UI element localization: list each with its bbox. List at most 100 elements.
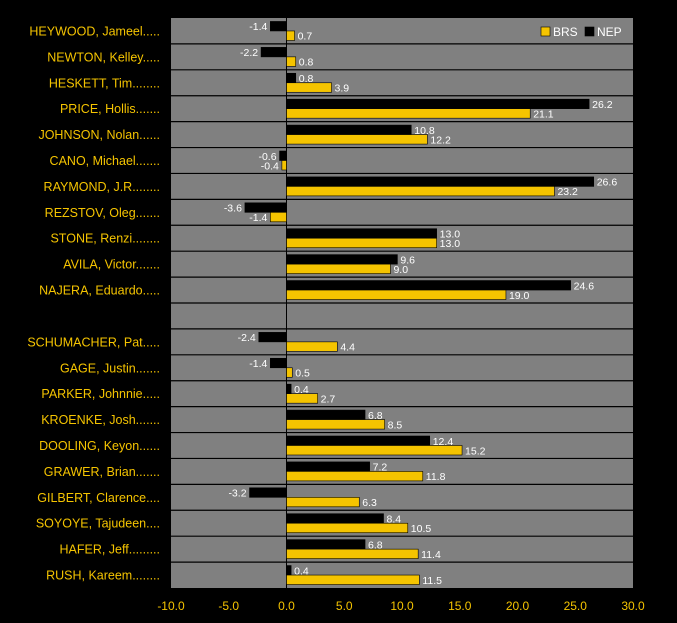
category-label: REZSTOV, Oleg....... [45, 206, 160, 220]
bar-brs [286, 471, 424, 482]
category-label: SCHUMACHER, Pat..... [27, 335, 160, 349]
value-label-brs: 0.7 [298, 31, 313, 43]
bar-brs [286, 82, 332, 93]
bar-brs [286, 419, 385, 430]
bar-nep [286, 254, 398, 265]
bar-nep [286, 513, 384, 524]
value-label-brs: 19.0 [509, 290, 530, 302]
value-label-nep: 8.4 [387, 513, 402, 525]
bar-brs [286, 134, 428, 145]
bar-nep [258, 332, 287, 343]
bar-brs [286, 367, 293, 378]
category-label: KROENKE, Josh....... [41, 413, 160, 427]
value-label-nep: -3.2 [228, 488, 246, 500]
value-label-nep: 24.6 [574, 280, 595, 292]
category-label: SOYOYE, Tajudeen.... [36, 517, 160, 531]
bar-nep [270, 21, 287, 32]
value-label-nep: -2.4 [238, 332, 256, 344]
bar-nep [286, 383, 292, 394]
bar-nep [286, 435, 431, 446]
bar-nep [286, 98, 590, 109]
value-label-nep: -2.2 [240, 47, 258, 59]
category-label: AVILA, Victor....... [63, 258, 160, 272]
bar-nep [286, 280, 571, 291]
category-label: NAJERA, Eduardo..... [39, 284, 160, 298]
value-label-nep: -1.4 [249, 358, 267, 370]
value-label-brs: 11.4 [421, 549, 441, 561]
value-label-nep: 26.6 [597, 177, 618, 189]
bar-nep [286, 565, 292, 576]
x-tick-label: 20.0 [506, 599, 530, 613]
bar-nep [286, 176, 595, 187]
value-label-brs: 4.4 [340, 342, 355, 354]
category-label: RUSH, Kareem........ [46, 569, 160, 583]
value-label-brs: -1.4 [249, 212, 267, 224]
value-label-brs: 6.3 [362, 497, 377, 509]
bar-nep [286, 409, 366, 420]
category-label: GAGE, Justin....... [60, 361, 160, 375]
category-label: GILBERT, Clarence.... [37, 491, 160, 505]
value-label-nep: 26.2 [592, 99, 613, 111]
x-tick-label-group: -10.0 -5.0 0.0 5.0 10.0 15.0 20.0 25.0 30.0 [157, 599, 645, 613]
bar-nep [286, 72, 297, 84]
x-tick-label: 30.0 [621, 599, 645, 613]
value-label-brs: 11.5 [422, 575, 442, 587]
bar-brs [286, 393, 318, 404]
bar-brs [286, 186, 555, 197]
bar-nep [286, 124, 412, 135]
bar-nep [286, 228, 437, 239]
bar-brs [286, 30, 295, 41]
category-label: HEYWOOD, Jameel..... [29, 24, 160, 38]
category-label: PRICE, Hollis....... [60, 102, 160, 116]
value-label-group: -1.4 0.7 -2.2 0.8 0.8 3.9 26.2 21.1 10.812.2 -0.6… [224, 21, 618, 587]
row-separators [171, 43, 633, 563]
value-label-nep: 0.4 [294, 565, 309, 577]
value-label-nep: -3.6 [224, 203, 242, 215]
category-label: RAYMOND, J.R........ [44, 180, 160, 194]
category-label: PARKER, Johnnie..... [41, 387, 160, 401]
x-tick-label: -5.0 [218, 599, 239, 613]
bar-brs [286, 548, 419, 559]
category-label: JOHNSON, Nolan...... [38, 128, 160, 142]
category-label: STONE, Renzi........ [50, 232, 160, 246]
x-tick-label: 10.0 [390, 599, 414, 613]
category-label: HAFER, Jeff......... [60, 543, 161, 557]
category-label: GRAWER, Brian....... [44, 465, 160, 479]
bar-nep [249, 487, 287, 498]
x-tick-label: 25.0 [564, 599, 588, 613]
value-label-nep: 0.4 [294, 384, 309, 396]
bar-brs [286, 289, 507, 300]
bar-brs [286, 237, 437, 249]
value-label-brs: 9.0 [393, 264, 408, 276]
bar-brs [286, 108, 531, 119]
value-label-nep: 0.8 [299, 73, 314, 85]
value-label-nep: 6.8 [368, 539, 383, 551]
bar-brs [286, 445, 463, 456]
legend-label-brs: BRS [553, 25, 578, 39]
bar-brs [286, 341, 338, 352]
category-label: NEWTON, Kelley..... [47, 50, 160, 64]
value-label-nep: 6.8 [368, 410, 383, 422]
value-label-brs: 12.2 [430, 134, 451, 146]
value-label-brs: 10.5 [411, 523, 432, 535]
category-label: HESKETT, Tim........ [49, 76, 160, 90]
bar-nep [286, 461, 370, 472]
value-label-nep: 9.6 [400, 254, 415, 266]
bar-brs [286, 522, 409, 534]
x-tick-label: -10.0 [157, 599, 185, 613]
value-label-brs: -0.4 [261, 160, 279, 172]
value-label-nep: 13.0 [440, 228, 461, 240]
bar-brs [286, 574, 420, 585]
bar-brs [286, 56, 297, 67]
value-label-brs: 3.9 [335, 83, 350, 95]
bar-brs [286, 263, 391, 274]
x-tick-label: 0.0 [278, 599, 295, 613]
bar-nep [270, 357, 287, 369]
value-label-nep: 10.8 [414, 125, 435, 137]
legend-swatch-brs [540, 26, 551, 37]
bar-brs [281, 160, 287, 171]
value-label-brs: 11.8 [426, 471, 446, 483]
value-label-nep: 7.2 [373, 462, 388, 474]
legend-label-nep: NEP [597, 25, 622, 39]
